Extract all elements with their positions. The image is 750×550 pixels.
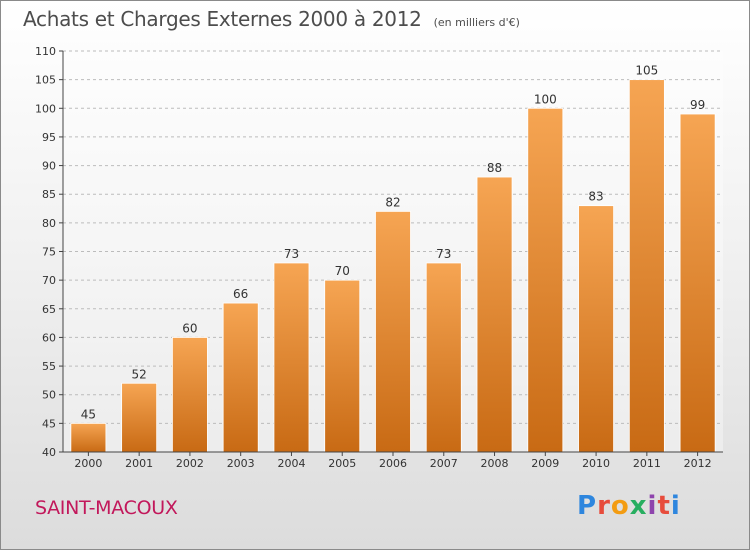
y-tick-label: 110 <box>35 45 56 58</box>
x-tick-label-2003: 2003 <box>227 457 255 470</box>
y-tick-label: 40 <box>42 446 56 459</box>
bar-2001 <box>121 382 158 453</box>
data-label-2008: 88 <box>487 161 502 175</box>
location-label: SAINT-MACOUX <box>35 497 178 519</box>
y-tick-label: 60 <box>42 331 56 344</box>
data-label-2012: 99 <box>690 98 705 112</box>
data-label-2009: 100 <box>534 92 557 106</box>
y-tick-label: 105 <box>35 74 56 87</box>
y-tick-label: 95 <box>42 131 56 144</box>
x-tick-label-2001: 2001 <box>125 457 153 470</box>
data-label-2001: 52 <box>132 367 147 381</box>
bar-2009 <box>527 107 564 453</box>
data-label-2011: 105 <box>635 64 658 78</box>
data-label-2002: 60 <box>182 321 197 335</box>
data-label-2004: 73 <box>284 247 299 261</box>
data-label-2005: 70 <box>335 264 350 278</box>
x-tick-label-2007: 2007 <box>430 457 458 470</box>
bar-2002 <box>172 337 208 453</box>
x-tick-label-2008: 2008 <box>481 457 509 470</box>
y-tick-label: 45 <box>42 417 56 430</box>
x-tick-label-2002: 2002 <box>176 457 204 470</box>
data-label-2007: 73 <box>436 247 451 261</box>
x-tick-label-2004: 2004 <box>277 457 305 470</box>
data-label-2006: 82 <box>385 195 400 209</box>
chart-title: Achats et Charges Externes 2000 à 2012 <box>23 7 422 31</box>
bar-2007 <box>425 262 462 453</box>
x-tick-label-2006: 2006 <box>379 457 407 470</box>
data-label-2003: 66 <box>233 287 248 301</box>
x-tick-label-2011: 2011 <box>633 457 661 470</box>
y-tick-label: 90 <box>42 160 56 173</box>
data-label-2010: 83 <box>588 190 603 204</box>
brand-letter: r <box>597 491 611 521</box>
x-tick-label-2012: 2012 <box>684 457 712 470</box>
y-tick-label: 70 <box>42 274 56 287</box>
bar-2006 <box>375 210 411 453</box>
brand-letter: i <box>670 491 681 521</box>
bar-2004 <box>273 262 310 453</box>
brand-letter: i <box>647 491 658 521</box>
x-tick-label-2000: 2000 <box>74 457 102 470</box>
y-tick-label: 100 <box>35 102 56 115</box>
bar-2003 <box>222 302 259 453</box>
y-tick-label: 50 <box>42 389 56 402</box>
data-label-2000: 45 <box>81 407 96 421</box>
y-tick-label: 75 <box>42 246 56 259</box>
bar-2010 <box>578 205 614 453</box>
bar-2005 <box>324 279 361 453</box>
y-tick-label: 55 <box>42 360 56 373</box>
y-tick-label: 65 <box>42 303 56 316</box>
x-tick-label-2010: 2010 <box>582 457 610 470</box>
chart-title-block: Achats et Charges Externes 2000 à 2012 (… <box>23 7 520 31</box>
brand-letter: o <box>610 491 630 521</box>
x-tick-label-2005: 2005 <box>328 457 356 470</box>
brand-letter: P <box>577 491 598 521</box>
brand-letter: t <box>657 491 671 521</box>
x-tick-label-2009: 2009 <box>531 457 559 470</box>
y-tick-label: 80 <box>42 217 56 230</box>
bar-2000 <box>70 422 107 453</box>
bar-2011 <box>628 79 665 453</box>
brand-logo: Proxiti <box>577 491 681 521</box>
bar-2008 <box>476 176 513 453</box>
y-tick-label: 85 <box>42 188 56 201</box>
brand-letter: x <box>629 491 648 521</box>
chart-subtitle: (en milliers d'€) <box>433 16 520 29</box>
bar-2012 <box>679 113 716 453</box>
